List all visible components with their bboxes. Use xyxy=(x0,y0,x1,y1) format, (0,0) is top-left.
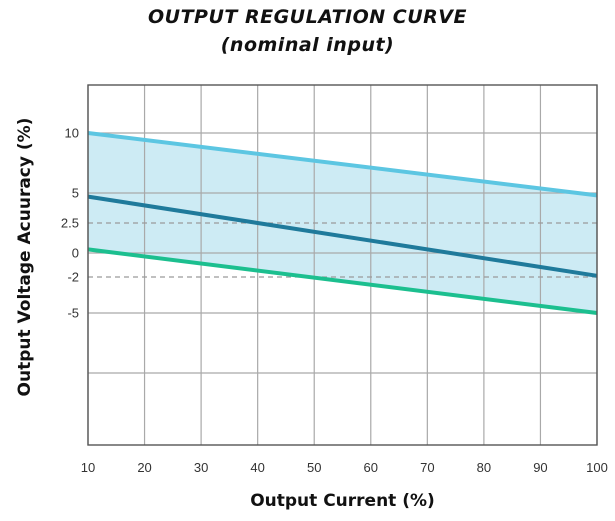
y-tick-label: -2 xyxy=(67,270,79,285)
y-axis-label: Output Voltage Acuuracy (%) xyxy=(15,118,35,397)
x-tick-label: 80 xyxy=(477,460,491,475)
x-tick-label: 50 xyxy=(307,460,321,475)
y-tick-label: 0 xyxy=(72,246,79,261)
series-line-1 xyxy=(87,131,598,198)
x-tick-label: 70 xyxy=(420,460,434,475)
plot-border xyxy=(87,84,598,446)
y-tick-label: -5 xyxy=(67,306,79,321)
x-tick-label: 30 xyxy=(194,460,208,475)
x-tick-label: 90 xyxy=(533,460,547,475)
x-tick-label: 20 xyxy=(137,460,151,475)
series-line-3 xyxy=(87,247,598,315)
y-tick-label: 2.5 xyxy=(61,216,79,231)
x-tick-label: 10 xyxy=(81,460,95,475)
x-axis-label: Output Current (%) xyxy=(250,491,435,511)
y-tick-label: 10 xyxy=(65,126,79,141)
x-tick-label: 60 xyxy=(364,460,378,475)
chart-title: OUTPUT REGULATION CURVE xyxy=(148,6,467,28)
x-tick-label: 100 xyxy=(586,460,608,475)
x-tick-label: 40 xyxy=(250,460,264,475)
series-line-2 xyxy=(87,194,598,278)
chart-subtitle: (nominal input) xyxy=(220,34,395,56)
y-tick-label: 5 xyxy=(72,186,79,201)
